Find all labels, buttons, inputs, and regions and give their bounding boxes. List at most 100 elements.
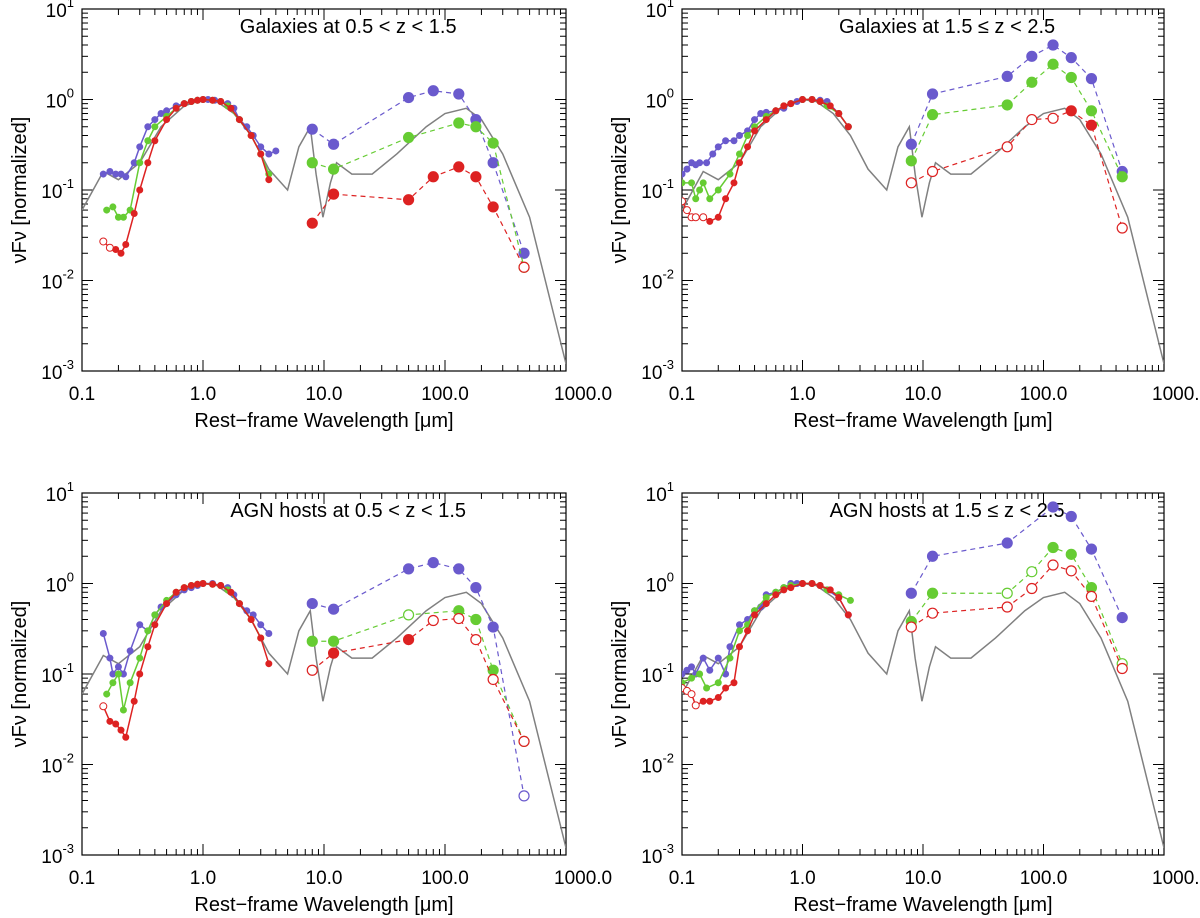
ir-point — [427, 614, 439, 627]
x-tick-label: 1000.0 — [554, 384, 612, 405]
ir-point — [1001, 99, 1013, 111]
ir-point — [1047, 112, 1059, 124]
ir-point — [470, 582, 482, 594]
ir-point — [1116, 171, 1128, 183]
ir-point — [327, 635, 340, 647]
ir-dashed-line — [311, 90, 525, 254]
ir-point — [327, 603, 340, 615]
optical-point — [117, 726, 125, 734]
ir-point — [327, 163, 340, 175]
template-line — [82, 98, 566, 365]
ir-point — [1001, 70, 1013, 82]
optical-point — [751, 127, 759, 135]
optical-point — [151, 123, 159, 131]
ir-point — [402, 633, 415, 646]
y-tick-label: 101 — [46, 479, 74, 506]
ir-point — [1116, 611, 1128, 624]
ir-point — [905, 155, 917, 167]
panel-title: Galaxies at 0.5 < z < 1.5 — [240, 16, 457, 38]
plot-frame — [81, 8, 567, 372]
y-tick-label: 10-3 — [41, 357, 74, 384]
ir-point — [1085, 119, 1098, 131]
optical-point — [117, 249, 125, 257]
optical-point — [709, 150, 717, 158]
template-line — [82, 582, 566, 849]
optical-point — [119, 706, 127, 714]
y-tick-label: 10-2 — [41, 267, 74, 294]
optical-point — [799, 96, 806, 103]
y-tick-label: 10-1 — [41, 660, 74, 687]
optical-point — [209, 96, 217, 104]
optical-point — [714, 186, 722, 194]
optical-point — [103, 206, 111, 214]
ir-point — [1001, 601, 1013, 613]
optical-point — [144, 137, 152, 145]
y-tick-label: 101 — [646, 0, 674, 22]
ir-point — [306, 157, 318, 169]
optical-point — [151, 621, 159, 629]
optical-point — [722, 137, 730, 145]
optical-point — [762, 594, 770, 602]
optical-point — [144, 627, 152, 635]
optical-point — [735, 159, 743, 167]
ir-point — [1047, 39, 1059, 51]
optical-point — [688, 674, 696, 682]
optical-point — [714, 693, 722, 701]
ir-point — [470, 633, 482, 646]
optical-point — [696, 159, 704, 167]
ir-dashed-line — [910, 44, 1123, 172]
x-axis-label: Rest−frame Wavelength [μm] — [793, 894, 1052, 916]
optical-point — [682, 197, 686, 206]
optical-point — [691, 701, 700, 710]
x-tick-label: 10.0 — [306, 868, 343, 889]
optical-point — [193, 580, 201, 588]
x-tick-label: 10.0 — [905, 868, 942, 889]
plot-area — [682, 501, 1164, 849]
optical-point — [735, 150, 743, 158]
optical-line — [102, 582, 270, 740]
ir-point — [905, 587, 917, 599]
optical-point — [257, 634, 265, 642]
optical-point — [682, 206, 691, 215]
optical-point — [744, 627, 752, 635]
optical-point — [699, 654, 707, 662]
ir-point — [926, 109, 939, 121]
ir-point — [518, 247, 530, 259]
optical-point — [735, 132, 743, 140]
optical-point — [257, 621, 265, 629]
optical-point — [699, 697, 707, 705]
y-tick-label: 10-1 — [641, 660, 674, 687]
ir-point — [306, 217, 318, 229]
optical-point — [762, 600, 770, 608]
ir-point — [1026, 50, 1038, 62]
optical-point — [714, 143, 722, 151]
ir-point — [1047, 501, 1059, 513]
optical-point — [735, 627, 743, 635]
ir-point — [487, 621, 499, 633]
optical-point — [136, 670, 144, 678]
optical-line — [106, 98, 270, 218]
optical-point — [696, 186, 704, 194]
optical-point — [714, 654, 722, 662]
optical-point — [265, 630, 273, 638]
optical-point — [691, 213, 700, 222]
y-tick-label: 10-1 — [41, 176, 74, 203]
x-axis-label: Rest−frame Wavelength [μm] — [793, 410, 1052, 432]
ir-point — [1047, 58, 1059, 70]
optical-point — [172, 104, 180, 112]
ir-point — [1026, 582, 1038, 595]
optical-point — [762, 116, 770, 124]
optical-point — [109, 679, 117, 687]
y-tick-label: 100 — [646, 570, 674, 597]
optical-point — [163, 107, 171, 115]
ir-point — [1065, 52, 1077, 64]
y-tick-label: 100 — [646, 86, 674, 113]
optical-point — [826, 102, 834, 110]
optical-point — [735, 643, 743, 651]
optical-point — [99, 702, 108, 711]
y-axis-label: νFν [normalized] — [609, 117, 631, 264]
optical-point — [227, 104, 235, 112]
optical-point — [751, 116, 759, 124]
optical-point — [136, 654, 144, 662]
ir-point — [926, 88, 939, 100]
